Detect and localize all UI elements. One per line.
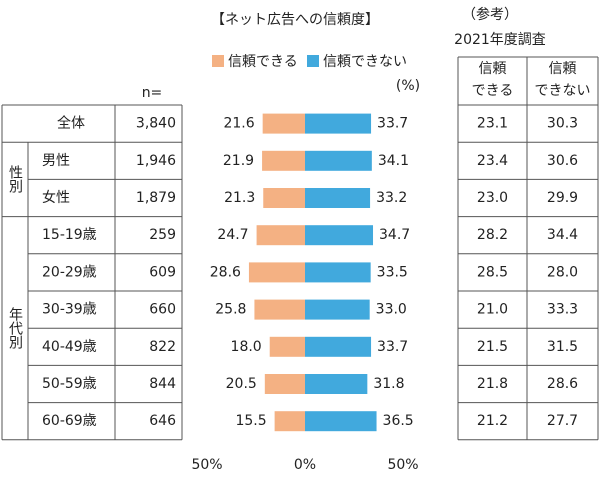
n-value: 1,946 <box>136 153 176 169</box>
x-tick-label: 50% <box>387 457 418 473</box>
bar <box>264 374 305 394</box>
n-value: 3,840 <box>136 116 176 132</box>
value-label: 34.1 <box>378 153 409 169</box>
value-label: 33.2 <box>376 190 407 206</box>
bar <box>305 150 372 171</box>
bar <box>305 113 372 134</box>
n-value: 609 <box>149 264 176 280</box>
group-label: 性別 <box>7 165 23 194</box>
x-tick-label: 50% <box>191 457 222 473</box>
row-label: 20-29歳 <box>42 264 97 280</box>
ref-value: 28.6 <box>547 376 578 392</box>
value-label: 33.5 <box>377 264 408 280</box>
bar <box>305 225 374 246</box>
bar <box>256 225 305 246</box>
n-value: 259 <box>149 227 176 243</box>
legend-label: 信頼できる <box>228 54 298 70</box>
ref-value: 21.5 <box>477 339 508 355</box>
value-label: 20.5 <box>226 376 257 392</box>
value-label: 24.7 <box>217 227 248 243</box>
ref-value: 30.3 <box>547 116 578 132</box>
ref-value: 28.5 <box>477 264 508 280</box>
unit-label: (%) <box>396 78 420 94</box>
n-header: n= <box>142 85 163 101</box>
bar <box>263 188 305 208</box>
ref-value: 30.6 <box>547 153 578 169</box>
ref-header: できる <box>472 83 514 99</box>
ref-value: 33.3 <box>547 302 578 318</box>
ref-value: 31.5 <box>547 339 578 355</box>
row-label: 15-19歳 <box>42 227 97 243</box>
bar <box>262 113 305 134</box>
row-label: 全体 <box>57 115 85 132</box>
n-value: 646 <box>149 413 176 429</box>
ref-value: 21.8 <box>477 376 508 392</box>
value-label: 21.6 <box>223 116 254 132</box>
bar <box>248 262 305 283</box>
legend-swatch <box>212 55 224 67</box>
bar <box>305 374 368 394</box>
ref-value: 28.0 <box>547 264 578 280</box>
ref-value: 28.2 <box>477 227 508 243</box>
value-label: 31.8 <box>373 376 404 392</box>
ref-value: 21.2 <box>477 413 508 429</box>
n-value: 1,879 <box>136 190 176 206</box>
value-label: 33.7 <box>377 339 408 355</box>
legend-swatch <box>307 55 319 67</box>
value-label: 21.3 <box>224 190 255 206</box>
value-label: 15.5 <box>235 413 266 429</box>
reference-title: 2021年度調査 <box>454 32 546 48</box>
row-label: 女性 <box>42 189 70 206</box>
x-tick-label: 0% <box>294 457 316 473</box>
reference-note: （参考） <box>462 6 518 23</box>
ref-value: 23.0 <box>477 190 508 206</box>
ref-header: できない <box>535 83 591 99</box>
n-value: 660 <box>149 302 176 318</box>
bar <box>262 150 305 171</box>
bar <box>305 299 370 320</box>
bar <box>274 411 305 432</box>
ref-value: 21.0 <box>477 302 508 318</box>
chart-title: 【ネット広告への信頼度】 <box>211 12 379 28</box>
row-label: 30-39歳 <box>42 302 97 318</box>
ref-value: 23.4 <box>477 153 508 169</box>
value-label: 33.7 <box>377 116 408 132</box>
bar <box>254 299 305 320</box>
bar <box>305 336 372 357</box>
ref-header: 信頼 <box>479 61 507 77</box>
ref-value: 27.7 <box>547 413 578 429</box>
n-value: 822 <box>149 339 176 355</box>
group-label: 年代別 <box>7 307 23 350</box>
value-label: 36.5 <box>383 413 414 429</box>
bar <box>305 411 377 432</box>
value-label: 28.6 <box>210 264 241 280</box>
bar <box>305 188 371 208</box>
ref-value: 23.1 <box>477 116 508 132</box>
row-label: 60-69歳 <box>42 413 97 429</box>
value-label: 21.9 <box>223 153 254 169</box>
bar <box>305 262 371 283</box>
ref-value: 29.9 <box>547 190 578 206</box>
ref-value: 34.4 <box>547 227 578 243</box>
value-label: 18.0 <box>231 339 262 355</box>
row-label: 40-49歳 <box>42 339 97 355</box>
value-label: 33.0 <box>376 302 407 318</box>
value-label: 25.8 <box>215 302 246 318</box>
n-value: 844 <box>149 376 176 392</box>
row-label: 男性 <box>42 153 70 169</box>
legend-label: 信頼できない <box>323 54 407 70</box>
bar <box>269 336 305 357</box>
ref-header: 信頼 <box>549 61 577 77</box>
row-label: 50-59歳 <box>42 376 97 392</box>
value-label: 34.7 <box>379 227 410 243</box>
